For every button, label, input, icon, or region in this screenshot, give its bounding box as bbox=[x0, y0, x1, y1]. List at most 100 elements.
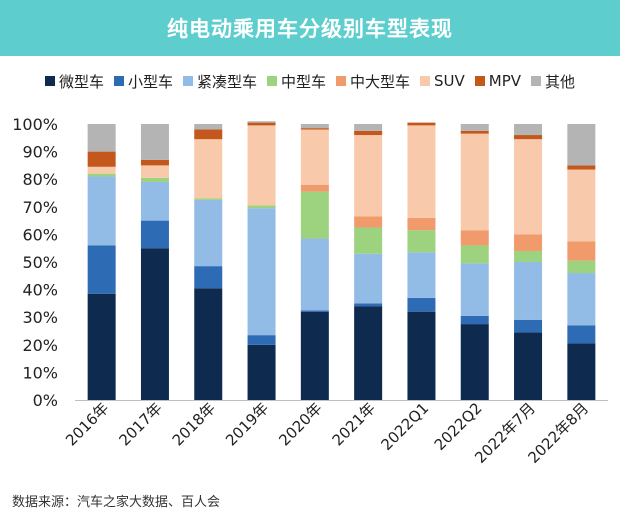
bar-segment bbox=[140, 248, 169, 400]
bar-segment bbox=[300, 124, 329, 129]
bar-segment bbox=[300, 129, 329, 185]
bar-segment bbox=[567, 169, 596, 242]
chart-legend: 微型车 小型车 紧凑型车 中型车 中大型车 SUV MPV 其他 bbox=[0, 70, 620, 92]
x-tick-label: 2018年 bbox=[169, 399, 219, 449]
legend-swatch bbox=[113, 76, 124, 86]
bar-segment bbox=[194, 124, 223, 130]
bar-segment bbox=[354, 303, 383, 307]
bar-segment bbox=[87, 176, 116, 246]
bar-segment bbox=[460, 315, 489, 325]
legend-label: 其他 bbox=[545, 72, 576, 91]
legend-item: MPV bbox=[474, 72, 522, 90]
legend-swatch bbox=[182, 76, 193, 86]
legend-item: 小型车 bbox=[113, 71, 173, 92]
x-tick-label: 2016年 bbox=[62, 399, 112, 449]
bar-segment bbox=[460, 124, 489, 131]
x-tick-label: 2022Q2 bbox=[431, 399, 486, 454]
bar-segment bbox=[354, 227, 383, 254]
legend-label: 小型车 bbox=[127, 72, 173, 91]
source-note: 数据来源：汽车之家大数据、百人会 bbox=[12, 495, 221, 510]
bar-segment bbox=[460, 263, 489, 316]
bar-segment bbox=[194, 139, 223, 199]
bar-segment bbox=[514, 250, 543, 262]
bar-segment bbox=[247, 122, 276, 126]
bar-segment bbox=[247, 125, 276, 206]
bar-segment bbox=[87, 173, 116, 177]
y-tick-label: 30% bbox=[22, 308, 58, 327]
bar-segment bbox=[140, 220, 169, 249]
bar-segment bbox=[514, 124, 543, 136]
x-tick-label: 2019年 bbox=[222, 399, 272, 449]
bar-segment bbox=[247, 344, 276, 400]
bar-segment bbox=[247, 208, 276, 336]
bar-segment bbox=[87, 124, 116, 152]
bar-segment bbox=[514, 234, 543, 251]
legend-label: 中型车 bbox=[280, 72, 326, 91]
legend-swatch bbox=[474, 76, 485, 86]
bar-segment bbox=[567, 325, 596, 344]
bar-segment bbox=[460, 245, 489, 264]
bar-segment bbox=[567, 343, 596, 400]
bar-segment bbox=[140, 181, 169, 221]
bar-segment bbox=[300, 191, 329, 239]
bar-segment bbox=[407, 217, 436, 231]
bar-segment bbox=[407, 311, 436, 400]
bar-segment bbox=[460, 130, 489, 134]
y-tick-label: 40% bbox=[22, 281, 58, 300]
bar-segment bbox=[247, 335, 276, 345]
bar-segment bbox=[247, 205, 276, 209]
bar-segment bbox=[407, 125, 436, 218]
bar-segment bbox=[407, 122, 436, 126]
legend-swatch bbox=[420, 76, 431, 86]
bar-segment bbox=[567, 165, 596, 170]
bar-segment bbox=[140, 159, 169, 166]
x-tick-label: 2020年 bbox=[275, 399, 325, 449]
bar-segment bbox=[87, 245, 116, 294]
bar-segment bbox=[194, 266, 223, 289]
bar-segment bbox=[407, 230, 436, 253]
bar-segment bbox=[194, 129, 223, 140]
y-tick-label: 50% bbox=[22, 253, 58, 272]
legend-label: SUV bbox=[434, 72, 465, 90]
y-tick-label: 70% bbox=[22, 198, 58, 217]
bar-segment bbox=[300, 128, 329, 130]
bar-segment bbox=[300, 184, 329, 192]
chart-title: 纯电动乘用车分级别车型表现 bbox=[167, 17, 453, 41]
bar-segment bbox=[354, 130, 383, 136]
legend-swatch bbox=[266, 76, 277, 86]
legend-swatch bbox=[531, 76, 542, 86]
y-tick-label: 100% bbox=[12, 115, 58, 134]
x-tick-label: 2021年 bbox=[329, 399, 379, 449]
bar-segment bbox=[567, 124, 596, 166]
bar-segment bbox=[567, 241, 596, 261]
y-tick-label: 0% bbox=[33, 391, 58, 410]
y-tick-label: 80% bbox=[22, 170, 58, 189]
legend-label: 中大型车 bbox=[350, 72, 411, 91]
y-tick-label: 20% bbox=[22, 336, 58, 355]
legend-item: 中大型车 bbox=[336, 71, 410, 92]
bar-segment bbox=[300, 310, 329, 312]
bar-segment bbox=[87, 151, 116, 167]
bar-segment bbox=[460, 133, 489, 231]
legend-item: 微型车 bbox=[44, 71, 104, 92]
legend-label: 紧凑型车 bbox=[196, 72, 257, 91]
bar-segment bbox=[354, 253, 383, 304]
legend-swatch bbox=[336, 76, 346, 86]
bar-segment bbox=[514, 262, 543, 320]
bar-segment bbox=[247, 121, 276, 123]
legend-label: 微型车 bbox=[58, 72, 104, 91]
bar-segment bbox=[300, 311, 329, 400]
legend-item: 紧凑型车 bbox=[182, 71, 257, 92]
bar-segment bbox=[514, 135, 543, 140]
legend-label: MPV bbox=[488, 72, 522, 90]
bar-segment bbox=[460, 324, 489, 400]
bar-segment bbox=[300, 238, 329, 311]
x-tick-label: 2022Q1 bbox=[377, 399, 432, 454]
bar-segment bbox=[194, 198, 223, 200]
legend-item: SUV bbox=[420, 72, 465, 90]
bar-segment bbox=[567, 273, 596, 326]
y-tick-label: 60% bbox=[22, 225, 58, 244]
bar-segment bbox=[460, 230, 489, 246]
bar-segment bbox=[140, 124, 169, 160]
chart-header: 纯电动乘用车分级别车型表现 bbox=[0, 0, 620, 56]
